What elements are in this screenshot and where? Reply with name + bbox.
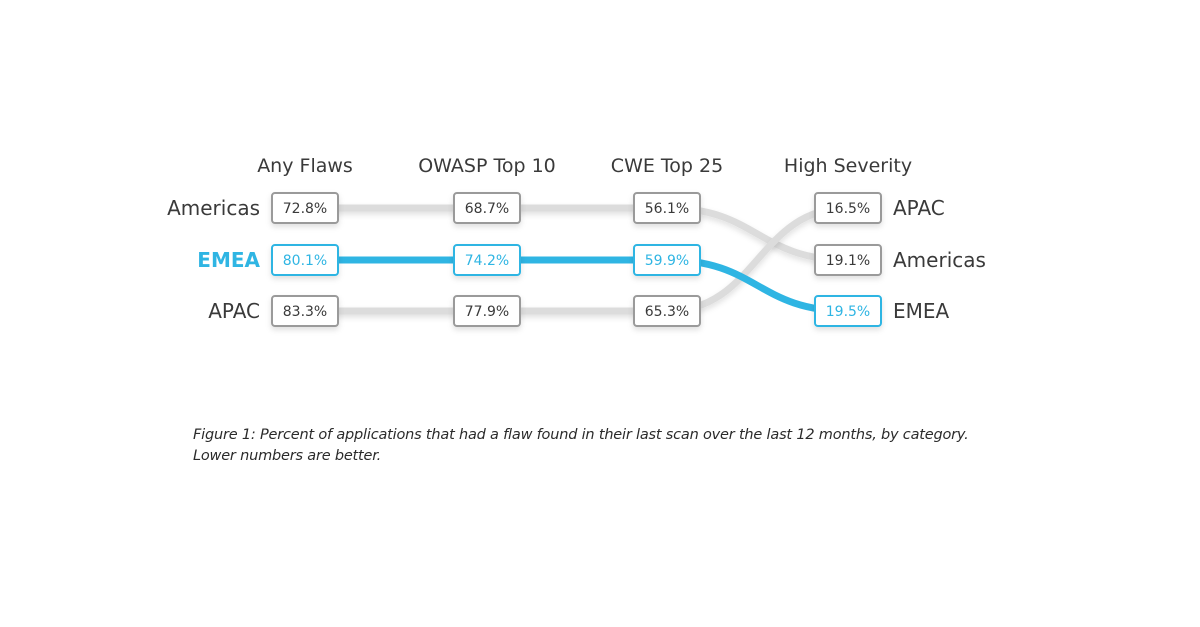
value-label-americas-owasp-top-10: 68.7% [465, 201, 509, 217]
column-header-cwe-top-25: CWE Top 25 [611, 155, 723, 177]
value-box-americas-high-severity [814, 244, 882, 276]
value-label-americas-any-flaws: 72.8% [283, 201, 327, 217]
value-label-emea-owasp-top-10: 74.2% [465, 253, 509, 269]
row-label-right-emea: EMEA [893, 299, 950, 323]
connector-lines [301, 204, 852, 315]
value-label-apac-owasp-top-10: 77.9% [465, 304, 509, 320]
value-label-emea-high-severity: 19.5% [826, 304, 870, 320]
value-box-apac-any-flaws [271, 295, 339, 327]
value-box-americas-cwe-top-25 [633, 192, 701, 224]
value-box-americas-any-flaws [271, 192, 339, 224]
row-labels: Americas Americas EMEA EMEA APAC APAC [167, 196, 986, 323]
value-box-apac-high-severity [814, 192, 882, 224]
value-label-apac-cwe-top-25: 65.3% [645, 304, 689, 320]
value-box-americas-owasp-top-10 [453, 192, 521, 224]
value-label-americas-cwe-top-25: 56.1% [645, 201, 689, 217]
row-label-right-americas: Americas [893, 248, 986, 272]
value-label-emea-any-flaws: 80.1% [283, 253, 327, 269]
value-label-emea-cwe-top-25: 59.9% [645, 253, 689, 269]
value-label-apac-high-severity: 16.5% [826, 201, 870, 217]
value-label-americas-high-severity: 19.1% [826, 253, 870, 269]
column-header-high-severity: High Severity [784, 155, 912, 177]
row-label-left-apac: APAC [208, 299, 260, 323]
series-line-americas [301, 204, 852, 264]
value-box-emea-owasp-top-10 [453, 244, 521, 276]
row-label-left-emea: EMEA [197, 248, 260, 272]
value-box-apac-cwe-top-25 [633, 295, 701, 327]
caption-line-2: Lower numbers are better. [193, 448, 382, 464]
row-label-left-americas: Americas [167, 196, 260, 220]
value-box-emea-cwe-top-25 [633, 244, 701, 276]
value-boxes: 72.8% 68.7% 56.1% 19.1% 80.1% 74.2% 59.9% 19.5%… [271, 192, 882, 327]
value-label-apac-any-flaws: 83.3% [283, 304, 327, 320]
figure-caption: Figure 1: Percent of applications that h… [193, 425, 1013, 467]
series-line-apac [301, 204, 852, 315]
column-header-owasp-top-10: OWASP Top 10 [418, 155, 556, 177]
column-headers: Any Flaws OWASP Top 10 CWE Top 25 High Seve… [257, 155, 912, 177]
value-box-apac-owasp-top-10 [453, 295, 521, 327]
caption-line-1: Figure 1: Percent of applications that h… [193, 427, 969, 443]
value-box-emea-high-severity [814, 295, 882, 327]
row-label-right-apac: APAC [893, 196, 945, 220]
value-box-emea-any-flaws [271, 244, 339, 276]
series-line-emea [301, 256, 852, 315]
column-header-any-flaws: Any Flaws [257, 155, 353, 177]
